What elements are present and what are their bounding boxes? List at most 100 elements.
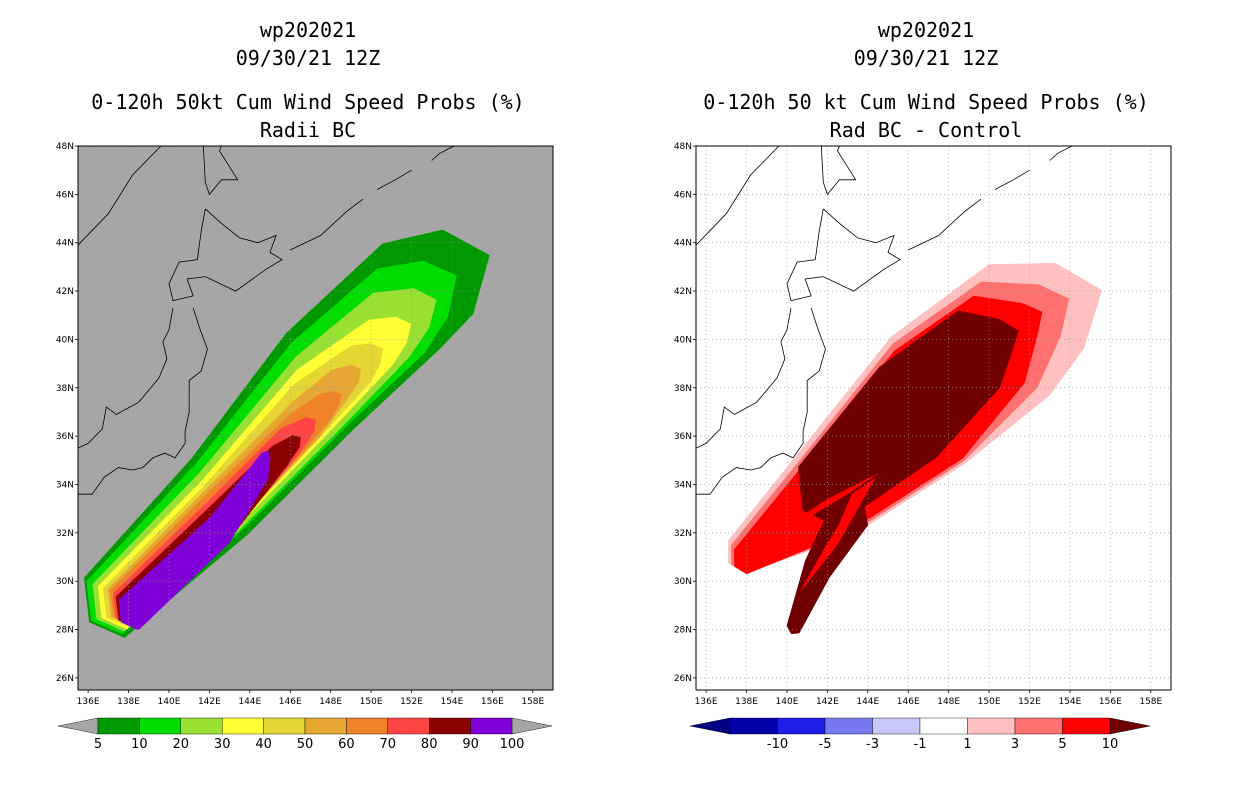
right-coastline-0 (696, 146, 780, 246)
left-ytick-label: 34N (56, 480, 74, 490)
left-colorbar-swatch (470, 717, 513, 735)
right-colorbar-swatch (967, 717, 1016, 735)
left-coastline-2 (168, 208, 283, 302)
left-coastline-3 (78, 307, 208, 495)
left-xtick-label: 146E (279, 697, 302, 707)
left-xtick-label: 152E (400, 697, 423, 707)
left-ytick-label: 26N (56, 674, 74, 684)
left-ytick-label: 32N (56, 529, 74, 539)
right-ytick-label: 42N (674, 287, 692, 297)
right-coastline-7 (1049, 146, 1073, 161)
left-datetime: 09/30/21 12Z (235, 46, 381, 70)
right-xtick-label: 158E (1139, 697, 1162, 707)
left-xtick-label: 154E (440, 697, 463, 707)
left-coastline-0 (78, 146, 162, 246)
right-ytick-label: 36N (674, 432, 692, 442)
left-ytick-label: 40N (56, 335, 74, 345)
right-coastline-3 (696, 307, 826, 495)
left-colorbar-label: 10 (131, 737, 148, 752)
left-ytick-label: 28N (56, 626, 74, 636)
left-ytick-label: 36N (56, 432, 74, 442)
left-colorbar-swatch (387, 717, 430, 735)
right-coastline-5 (908, 198, 982, 251)
left-colorbar-swatch (429, 717, 471, 735)
left-colorbar-swatch (180, 717, 223, 735)
right-colorbar-swatch (777, 717, 826, 735)
right-colorbar-swatch (1062, 717, 1111, 735)
left-colorbar-swatch (139, 717, 181, 735)
left-colorbar-label: 5 (94, 737, 102, 752)
right-map-frame (695, 145, 1172, 691)
left-xtick-label: 136E (77, 697, 100, 707)
right-datetime: 09/30/21 12Z (853, 46, 999, 70)
left-prob-band-9 (118, 450, 271, 631)
right-colorbar-label: 3 (1011, 737, 1019, 752)
right-notch-0 (799, 477, 876, 594)
left-colorbar-label: 70 (380, 737, 397, 752)
right-coastline-4 (696, 307, 792, 449)
right-colorbar-swatch (919, 717, 968, 735)
left-ytick-label: 48N (56, 142, 74, 152)
left-xtick-label: 140E (158, 697, 181, 707)
left-coastline-1 (202, 146, 239, 196)
right-ytick-label: 32N (674, 529, 692, 539)
left-colorbar-left-arrow (57, 717, 99, 735)
right-ytick-label: 48N (674, 142, 692, 152)
right-xtick-label: 156E (1099, 697, 1122, 707)
left-storm-id: wp202021 (259, 18, 357, 42)
left-coastline-5 (290, 198, 364, 251)
left-colorbar-label: 30 (214, 737, 231, 752)
left-xtick-label: 142E (198, 697, 221, 707)
right-xtick-label: 142E (816, 697, 839, 707)
left-colorbar-swatch (263, 717, 306, 735)
right-colorbar-label: 10 (1102, 737, 1119, 752)
left-subtitle: Radii BC (259, 118, 357, 142)
right-ytick-label: 38N (674, 384, 692, 394)
right-coastline-2 (786, 208, 901, 302)
left-xtick-label: 144E (238, 697, 261, 707)
left-colorbar-swatch (304, 717, 347, 735)
left-xtick-label: 156E (481, 697, 504, 707)
right-storm-id: wp202021 (877, 18, 975, 42)
right-colorbar-swatch (872, 717, 921, 735)
left-colorbar-label: 50 (297, 737, 314, 752)
left-colorbar-label: 100 (500, 737, 525, 752)
right-xtick-label: 138E (735, 697, 758, 707)
left-ytick-label: 30N (56, 577, 74, 587)
left-map-layers (78, 146, 553, 690)
left-xtick-label: 148E (319, 697, 342, 707)
left-coastline-6 (376, 169, 412, 190)
left-title: 0-120h 50kt Cum Wind Speed Probs (%) (91, 90, 525, 114)
left-colorbar-right-arrow (511, 717, 553, 735)
right-coastline-6 (994, 169, 1030, 190)
right-ytick-label: 26N (674, 674, 692, 684)
right-ytick-label: 30N (674, 577, 692, 587)
right-xtick-label: 146E (897, 697, 920, 707)
left-colorbar-label: 80 (421, 737, 438, 752)
left-colorbar-label: 90 (462, 737, 479, 752)
right-colorbar-swatch (824, 717, 873, 735)
right-colorbar-label: -10 (767, 737, 788, 752)
left-colorbar-swatch (221, 717, 264, 735)
right-xtick-label: 148E (937, 697, 960, 707)
right-colorbar-swatch (729, 717, 778, 735)
left-colorbar-swatch (346, 717, 388, 735)
left-ytick-label: 44N (56, 239, 74, 249)
right-map-layers (696, 146, 1171, 690)
left-coastline-4 (78, 307, 174, 449)
right-colorbar-left-arrow (689, 717, 731, 735)
left-coastline-7 (431, 146, 455, 161)
right-ytick-label: 28N (674, 626, 692, 636)
left-colorbar-label: 60 (338, 737, 355, 752)
right-ytick-label: 34N (674, 480, 692, 490)
right-colorbar-label: 5 (1058, 737, 1066, 752)
left-ytick-label: 42N (56, 287, 74, 297)
right-ytick-label: 40N (674, 335, 692, 345)
right-colorbar-swatch (1014, 717, 1063, 735)
left-colorbar-label: 20 (173, 737, 190, 752)
left-map-frame (77, 145, 554, 691)
right-ytick-label: 46N (674, 190, 692, 200)
left-ytick-label: 38N (56, 384, 74, 394)
left-xtick-label: 158E (521, 697, 544, 707)
